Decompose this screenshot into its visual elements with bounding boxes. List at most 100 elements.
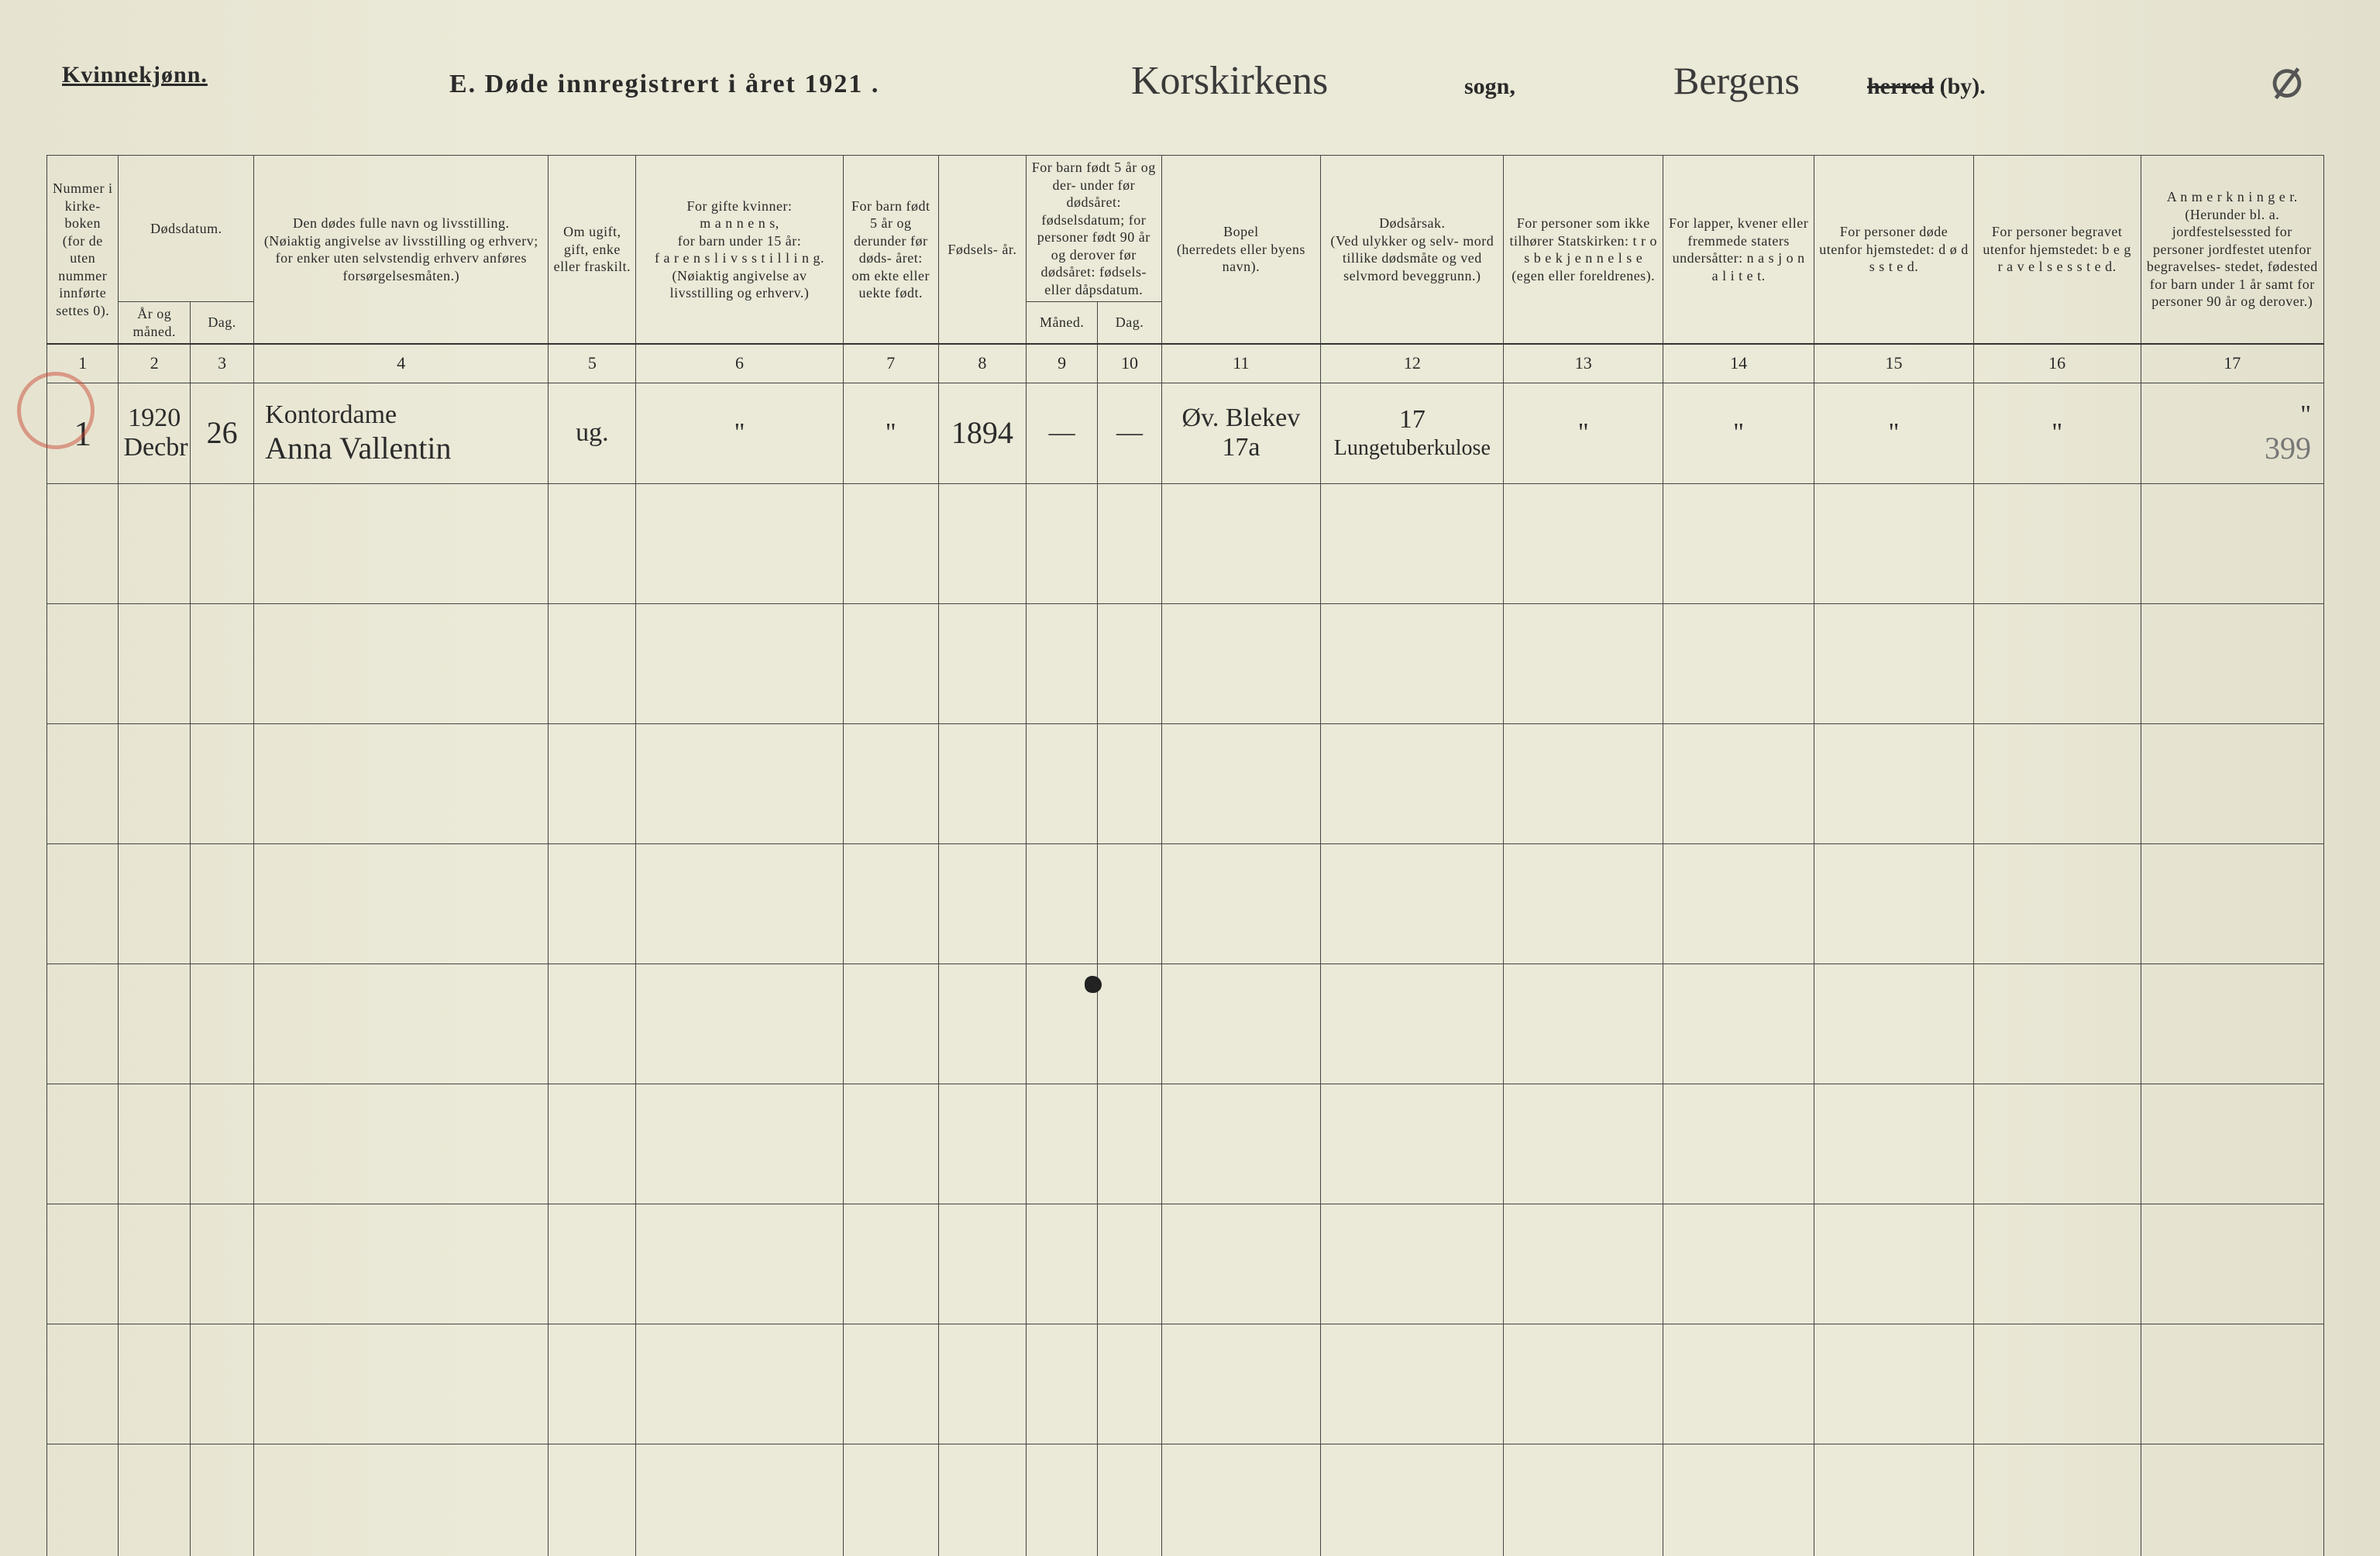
empty-cell bbox=[47, 723, 119, 843]
empty-cell bbox=[254, 963, 549, 1084]
cell-bopel: Øv. Blekev 17a bbox=[1161, 383, 1321, 483]
empty-cell bbox=[1973, 843, 2141, 963]
empty-cell bbox=[549, 603, 636, 723]
empty-cell bbox=[843, 1204, 938, 1324]
empty-cell bbox=[1973, 483, 2141, 603]
empty-cell bbox=[636, 723, 843, 843]
empty-cell bbox=[2141, 963, 2323, 1084]
empty-cell bbox=[1504, 483, 1663, 603]
empty-cell bbox=[843, 483, 938, 603]
empty-cell bbox=[47, 1084, 119, 1204]
empty-cell bbox=[1026, 723, 1097, 843]
occupation-line: Kontordame bbox=[265, 400, 397, 430]
empty-cell bbox=[2141, 1084, 2323, 1204]
empty-cell bbox=[549, 1444, 636, 1556]
empty-cell bbox=[938, 483, 1026, 603]
cell-14: " bbox=[1663, 383, 1814, 483]
empty-cell bbox=[1321, 1204, 1504, 1324]
empty-cell bbox=[47, 1324, 119, 1444]
col-header-6: For gifte kvinner: m a n n e n s, for ba… bbox=[636, 156, 843, 345]
empty-cell bbox=[254, 843, 549, 963]
empty-cell bbox=[1026, 1324, 1097, 1444]
empty-cell bbox=[1161, 843, 1321, 963]
empty-cell bbox=[1504, 603, 1663, 723]
cell-birthyear: 1894 bbox=[938, 383, 1026, 483]
empty-cell bbox=[843, 1084, 938, 1204]
empty-cell bbox=[1663, 603, 1814, 723]
col-header-2a: År og måned. bbox=[119, 302, 190, 345]
empty-cell bbox=[47, 843, 119, 963]
document-page: Kvinnekjønn. E. Døde innregistrert i åre… bbox=[0, 0, 2380, 1556]
cell-day: 26 bbox=[190, 383, 253, 483]
empty-cell bbox=[1026, 963, 1097, 1084]
empty-cell bbox=[1814, 1204, 1974, 1324]
col-header-7: For barn født 5 år og derunder før døds-… bbox=[843, 156, 938, 345]
empty-cell bbox=[1973, 723, 2141, 843]
table-row bbox=[47, 1324, 2324, 1444]
district-name-handwritten: Bergens bbox=[1673, 58, 1800, 103]
col-header-9b: Dag. bbox=[1098, 302, 1161, 345]
empty-cell bbox=[549, 963, 636, 1084]
empty-cell bbox=[1814, 843, 1974, 963]
empty-cell bbox=[1814, 1324, 1974, 1444]
empty-cell bbox=[1321, 603, 1504, 723]
empty-cell bbox=[1814, 603, 1974, 723]
cell-6: " bbox=[636, 383, 843, 483]
empty-cell bbox=[1026, 1444, 1097, 1556]
table-row bbox=[47, 1444, 2324, 1556]
empty-cell bbox=[1663, 1204, 1814, 1324]
empty-cell bbox=[47, 1444, 119, 1556]
empty-cell bbox=[1321, 1324, 1504, 1444]
empty-cell bbox=[254, 1444, 549, 1556]
colnum-2: 2 bbox=[119, 344, 190, 383]
empty-cell bbox=[2141, 1444, 2323, 1556]
col-header-5: Om ugift, gift, enke eller fraskilt. bbox=[549, 156, 636, 345]
col-header-2b: Dag. bbox=[190, 302, 253, 345]
ditto-6: " bbox=[734, 418, 745, 447]
empty-cell bbox=[636, 843, 843, 963]
empty-cell bbox=[843, 843, 938, 963]
column-number-row: 1 2 3 4 5 6 7 8 9 10 11 12 13 14 15 16 1… bbox=[47, 344, 2324, 383]
gender-label: Kvinnekjønn. bbox=[62, 62, 208, 88]
colnum-15: 15 bbox=[1814, 344, 1974, 383]
empty-cell bbox=[549, 1324, 636, 1444]
empty-cell bbox=[1026, 1084, 1097, 1204]
table-row bbox=[47, 1084, 2324, 1204]
table-row bbox=[47, 483, 2324, 603]
empty-cell bbox=[938, 1084, 1026, 1204]
col-header-11: Bopel (herredets eller byens navn). bbox=[1161, 156, 1321, 345]
empty-cell bbox=[254, 1204, 549, 1324]
empty-cell bbox=[1663, 483, 1814, 603]
cell-15: " bbox=[1814, 383, 1974, 483]
colnum-4: 4 bbox=[254, 344, 549, 383]
remarks-number: 399 bbox=[2265, 431, 2311, 465]
cell-cause: 17 Lungetuberkulose bbox=[1321, 383, 1504, 483]
empty-cell bbox=[119, 843, 190, 963]
empty-cell bbox=[1973, 1084, 2141, 1204]
district-label-strike: herred bbox=[1867, 74, 1934, 99]
cell-9: — bbox=[1026, 383, 1097, 483]
empty-cell bbox=[1098, 1444, 1161, 1556]
parish-name-handwritten: Korskirkens bbox=[1131, 58, 1328, 104]
col-header-death-date: Dødsdatum. bbox=[119, 156, 254, 302]
empty-cell bbox=[190, 1324, 253, 1444]
col-header-1: Nummer i kirke- boken (for de uten numme… bbox=[47, 156, 119, 345]
empty-cell bbox=[1098, 1084, 1161, 1204]
empty-cell bbox=[1973, 1204, 2141, 1324]
colnum-3: 3 bbox=[190, 344, 253, 383]
empty-cell bbox=[47, 483, 119, 603]
residence: Øv. Blekev 17a bbox=[1182, 404, 1301, 462]
empty-cell bbox=[190, 1084, 253, 1204]
empty-cell bbox=[190, 483, 253, 603]
empty-cell bbox=[254, 483, 549, 603]
empty-cell bbox=[1161, 1324, 1321, 1444]
table-row: 1 1920 Decbr 26 Kontordame Anna Vallenti… bbox=[47, 383, 2324, 483]
empty-cell bbox=[1814, 483, 1974, 603]
empty-cell bbox=[1973, 1324, 2141, 1444]
empty-cell bbox=[190, 723, 253, 843]
death-day: 26 bbox=[207, 415, 238, 450]
empty-cell bbox=[119, 723, 190, 843]
col-header-13: For personer som ikke tilhører Statskirk… bbox=[1504, 156, 1663, 345]
empty-cell bbox=[1026, 603, 1097, 723]
cause-code: 17 bbox=[1399, 405, 1426, 435]
